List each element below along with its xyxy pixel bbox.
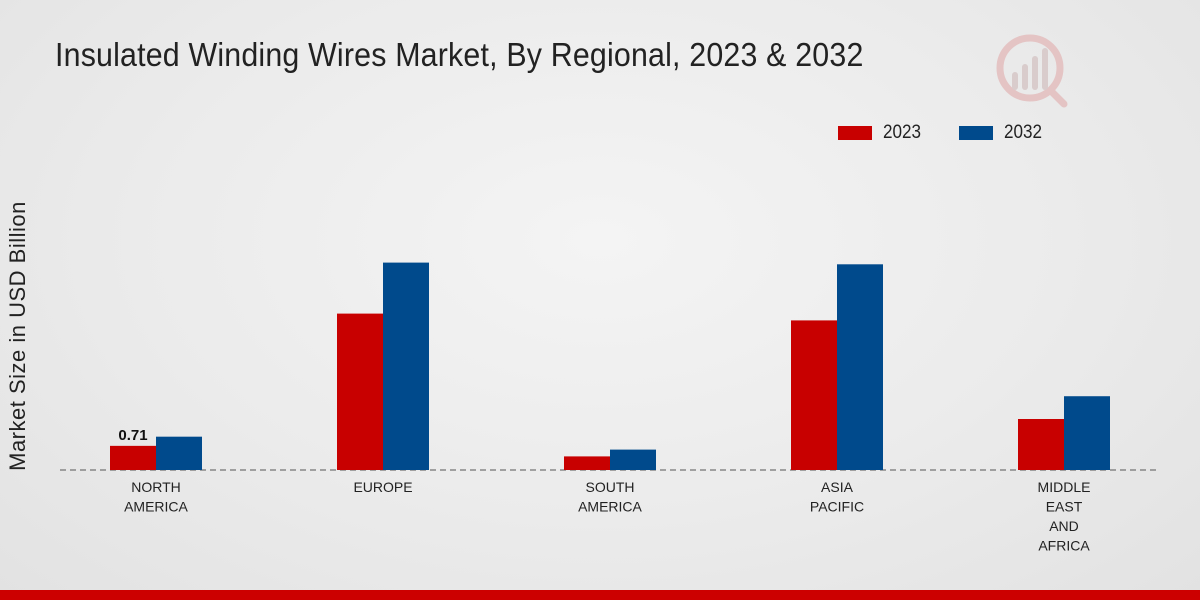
chart-title: Insulated Winding Wires Market, By Regio… [55,36,864,73]
chart-legend: 2023 2032 [838,122,1081,144]
x-tick-label-0: NORTH AMERICA [124,479,188,515]
legend-swatch-2023 [838,126,872,140]
legend-item-2032: 2032 [959,122,1046,144]
bar-2023-2 [564,456,610,470]
bar-2023-4 [1018,419,1064,470]
x-tick-label-4: MIDDLE EAST AND AFRICA [1038,479,1091,554]
legend-item-2023: 2023 [838,122,925,144]
bar-2032-4 [1064,396,1110,470]
bar-2023-0 [110,445,156,470]
legend-label-2023: 2023 [883,122,922,143]
legend-label-2032: 2032 [1004,122,1043,143]
x-tick-label-1: EUROPE [353,479,412,495]
x-tick-label-3: ASIA PACIFIC [810,479,864,515]
legend-swatch-2032 [959,126,994,140]
bar-2032-1 [383,262,429,470]
data-label-0: 0.71 [118,427,147,444]
bar-2023-3 [791,320,837,470]
x-tick-label-2: SOUTH AMERICA [578,479,642,515]
bar-2023-1 [337,313,383,470]
bar-2032-0 [156,436,202,470]
bottom-accent-bar [0,590,1200,600]
bar-2032-2 [610,449,656,470]
bar-2032-3 [837,264,883,470]
brand-logo-icon [996,34,1068,108]
